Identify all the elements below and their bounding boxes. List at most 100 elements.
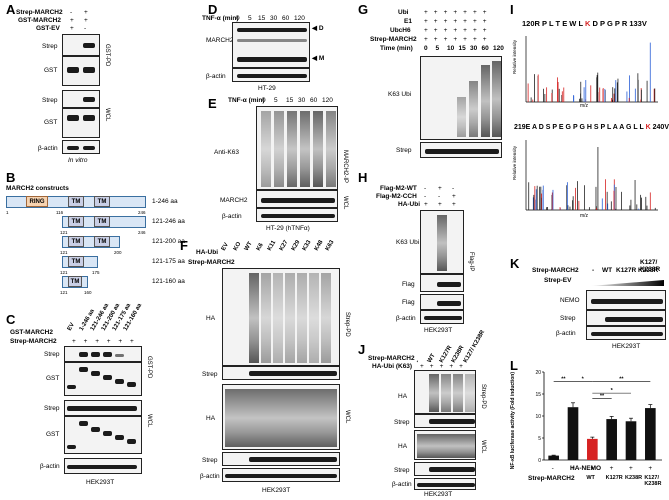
blot-label: β-actin <box>556 330 576 337</box>
tm-domain: TM <box>94 196 110 207</box>
group-label: WCL <box>344 410 350 424</box>
aa-num: 121 <box>60 270 68 275</box>
blot-label: MARCH2 <box>220 197 248 204</box>
arrow-dimer: ◀ D <box>312 25 324 32</box>
time-label: 10 <box>447 45 455 52</box>
tm-domain: TM <box>68 196 84 207</box>
x-axis-label: m/z <box>580 213 589 219</box>
footer-label: In vitro <box>68 157 88 164</box>
row-label: Flag-M2-WT <box>380 185 417 192</box>
bar <box>645 408 656 460</box>
blot-label: Strep <box>394 419 410 426</box>
blot-label: GST <box>44 119 58 126</box>
col-label: - <box>592 267 595 274</box>
blot-label: Strep <box>560 315 576 322</box>
blot-j-strep-pd <box>414 414 476 428</box>
panel-label-f: F <box>180 238 188 253</box>
time-label: 30 <box>270 15 278 22</box>
residue: W <box>569 19 579 28</box>
time-label: 5 <box>435 45 440 52</box>
tm-domain: TM <box>68 276 82 287</box>
sign: - <box>70 9 73 16</box>
row-label: HA-Ubi (K63) <box>372 363 413 370</box>
peptide-1: 120R P L T E W L K D P G P R 133V <box>522 20 647 28</box>
col-label: EV <box>220 242 231 252</box>
blot-e-k63 <box>256 106 338 190</box>
blot-h-flag-wcl <box>420 294 464 310</box>
sign-row: +++++ <box>420 363 469 370</box>
col-label: K127/ K238R <box>640 259 661 273</box>
panel-label-j: J <box>358 342 366 357</box>
row-label: Strep-MARCH2 <box>528 475 575 482</box>
blot-e-march2 <box>256 190 338 208</box>
blot-j-ha-wcl <box>414 430 476 460</box>
condition-sign: + <box>590 465 595 472</box>
row-label: Ubi <box>398 9 409 16</box>
time-label: 60 <box>481 45 489 52</box>
blot-a-strep-wcl <box>62 90 100 108</box>
time-label: 30 <box>298 97 306 104</box>
residue: P <box>572 124 580 131</box>
sign: + <box>70 25 74 32</box>
blot-g-strep <box>420 142 502 158</box>
sign: - <box>452 185 455 192</box>
y-tick-label: 5 <box>538 436 541 442</box>
time-label: 120 <box>322 97 333 104</box>
cond-label: TNF-α (min) <box>228 97 265 104</box>
panel-label-i: I <box>510 2 514 17</box>
col-label: K127/ K238R <box>462 329 487 364</box>
row-label: Strep-MARCH2 <box>10 338 57 345</box>
ms-spectrum-1 <box>525 36 658 103</box>
row-label: Flag-M2-CCH <box>376 193 417 200</box>
blot-label: Flag <box>402 281 415 288</box>
residue: L <box>639 124 646 131</box>
time-label: 120 <box>294 15 305 22</box>
blot-label: β-actin <box>200 473 220 480</box>
sign-row: +++++++ <box>424 18 493 25</box>
y-tick-label: 20 <box>535 370 541 376</box>
residue: G <box>565 124 573 131</box>
residue: P <box>542 19 549 28</box>
sign-row: +++++++ <box>424 36 493 43</box>
sign: - <box>438 193 441 200</box>
blot-d-march2 <box>232 22 310 68</box>
x-axis-label: m/z <box>580 103 589 109</box>
time-label: 15 <box>258 15 266 22</box>
condition-value: K238R <box>625 475 643 481</box>
sign: + <box>84 17 88 24</box>
footer-label: HEK293T <box>424 491 453 498</box>
bar <box>548 455 559 460</box>
sign: + <box>438 201 442 208</box>
y-tick-label: 0 <box>538 458 541 464</box>
condition-value: K127R <box>605 475 623 481</box>
blot-j-actin <box>414 478 476 490</box>
time-label: 5 <box>248 15 252 22</box>
panel-label-b: B <box>6 170 16 185</box>
footer-label: HT-29 <box>258 85 276 92</box>
residue: E <box>562 19 570 28</box>
aa-num: 116 <box>56 210 64 215</box>
residue: E <box>558 124 566 131</box>
sign: + <box>452 193 456 200</box>
residue: P <box>599 19 607 28</box>
residue: P <box>600 124 607 131</box>
footer-label: HEK293T <box>86 479 115 486</box>
row-label: GST-MARCH2 <box>10 329 53 336</box>
aa-num: 200 <box>114 250 122 255</box>
y-tick-label: 15 <box>535 392 541 398</box>
blot-label: Strep <box>202 457 218 464</box>
residue: D <box>592 19 600 28</box>
row-label: HA-Ubi <box>398 201 421 208</box>
blot-h-flag-ip <box>420 274 464 292</box>
time-label: 60 <box>310 97 318 104</box>
condition-sign: + <box>609 465 614 472</box>
group-label: Flag-IP <box>468 252 474 272</box>
aa-num: 1 <box>6 210 9 215</box>
blot-label: Strep <box>44 351 60 358</box>
sign-row: +++++++ <box>424 9 493 16</box>
ms-spectrum-2 <box>525 140 658 211</box>
blot-label: Anti-K63 <box>214 149 239 156</box>
residue: S <box>545 124 553 131</box>
blot-label: Strep <box>396 147 412 154</box>
